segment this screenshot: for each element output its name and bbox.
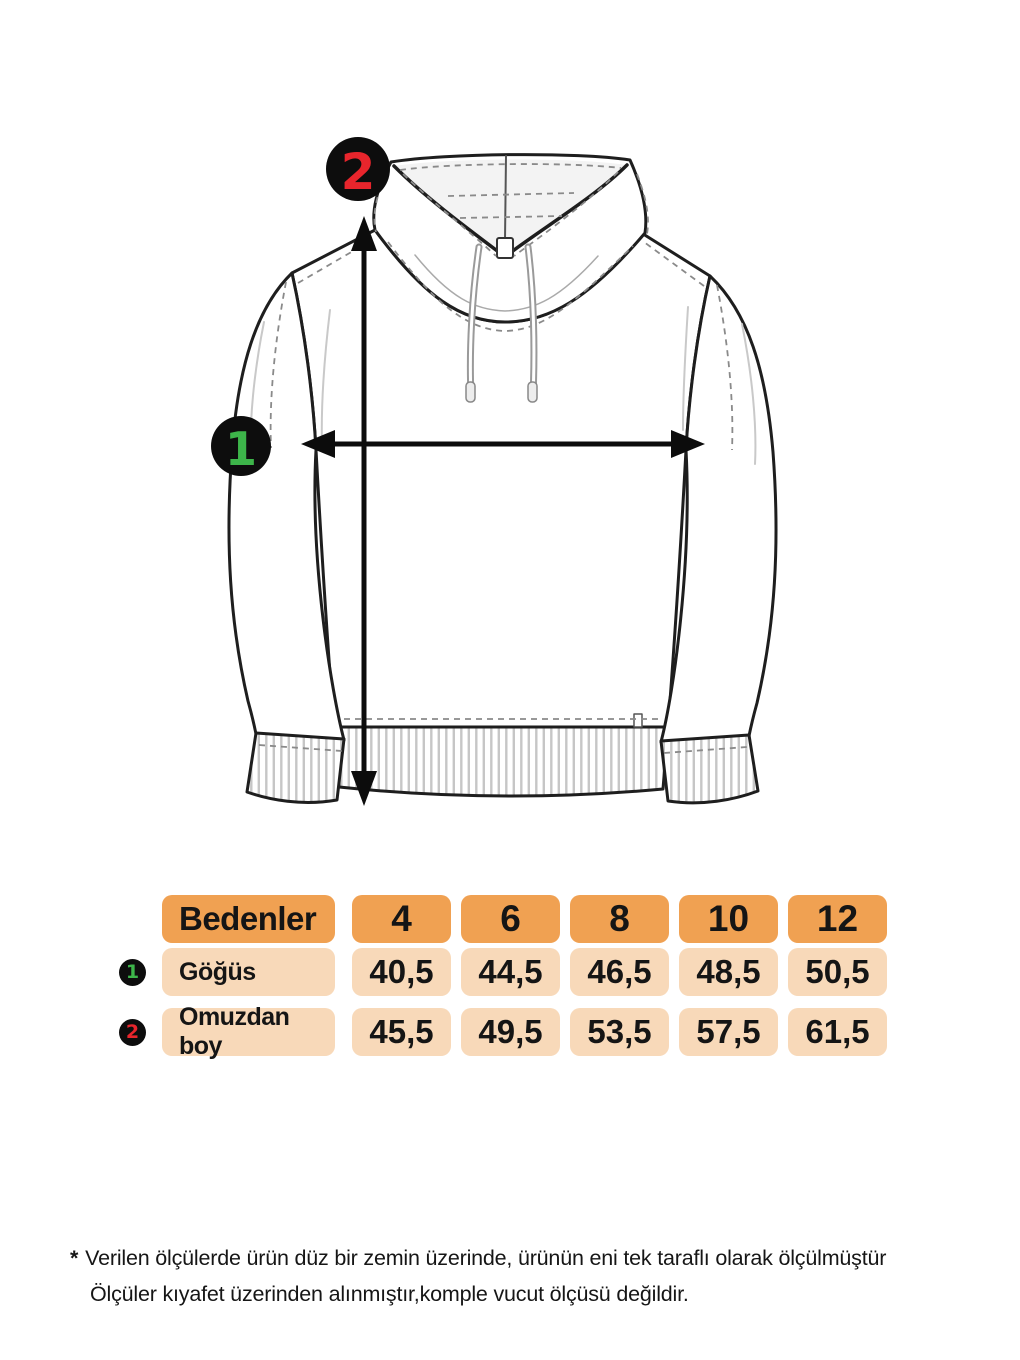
row-label-omuzdan-boy: Omuzdan boy <box>162 1003 335 1060</box>
table-value: 53,5 <box>570 1008 669 1056</box>
table-value: 50,5 <box>788 948 887 996</box>
note-line-1-text: Verilen ölçülerde ürün düz bir zemin üze… <box>85 1246 887 1270</box>
table-value: 48,5 <box>679 948 778 996</box>
note-line-1: * Verilen ölçülerde ürün düz bir zemin üz… <box>70 1240 886 1276</box>
measure-arrow-chest <box>301 430 705 458</box>
table-value: 46,5 <box>570 948 669 996</box>
size-col-header: 10 <box>679 895 778 943</box>
note-line-2: Ölçüler kıyafet üzerinden alınmıştır,kom… <box>90 1282 689 1306</box>
size-col-header: 6 <box>461 895 560 943</box>
measure-arrow-length <box>351 216 377 806</box>
size-col-header: 8 <box>570 895 669 943</box>
measure-badge-1: 1 <box>211 416 271 476</box>
row-label-gogus: Göğüs <box>162 948 335 996</box>
table-row-gogus: 1 Göğüs 40,5 44,5 46,5 48,5 50,5 <box>119 948 887 996</box>
marker-spacer <box>119 895 162 943</box>
table-value: 45,5 <box>352 1008 451 1056</box>
hem-ribbing <box>332 725 670 798</box>
note-asterisk: * <box>70 1246 79 1270</box>
size-col-header: 12 <box>788 895 887 943</box>
table-value: 61,5 <box>788 1008 887 1056</box>
row-marker-badge-1: 1 <box>119 958 146 986</box>
measurement-note: * Verilen ölçülerde ürün düz bir zemin üz… <box>70 1240 886 1312</box>
table-value: 40,5 <box>352 948 451 996</box>
hoodie-body <box>290 228 712 798</box>
row-marker-col: 1 <box>119 948 162 996</box>
hoodie-sleeves <box>227 271 778 805</box>
hem-tag <box>633 713 643 728</box>
drawstring-aglet <box>465 381 476 403</box>
hood-inner-panel <box>394 159 627 252</box>
row-marker-badge-2: 2 <box>119 1018 146 1046</box>
size-table-header-row: Bedenler 4 6 8 10 12 <box>119 895 887 943</box>
table-header-bedenler: Bedenler <box>162 895 335 943</box>
table-value: 57,5 <box>679 1008 778 1056</box>
drawstring-aglet <box>527 381 538 403</box>
row-marker-col: 2 <box>119 1008 162 1056</box>
hood-drawstrings <box>465 243 538 403</box>
measure-badge-2-label: 2 <box>341 143 376 201</box>
table-value: 49,5 <box>461 1008 560 1056</box>
size-table: Bedenler 4 6 8 10 12 1 Göğüs 40,5 44,5 4… <box>119 895 887 1060</box>
size-col-header: 4 <box>352 895 451 943</box>
drawcord-facing <box>496 237 514 259</box>
table-row-omuzdan-boy: 2 Omuzdan boy 45,5 49,5 53,5 57,5 61,5 <box>119 1003 887 1060</box>
right-cuff-ribbing <box>659 733 760 805</box>
measure-badge-1-label: 1 <box>225 422 257 476</box>
table-value: 44,5 <box>461 948 560 996</box>
left-cuff-ribbing <box>245 731 346 804</box>
measure-badge-2: 2 <box>326 137 390 201</box>
